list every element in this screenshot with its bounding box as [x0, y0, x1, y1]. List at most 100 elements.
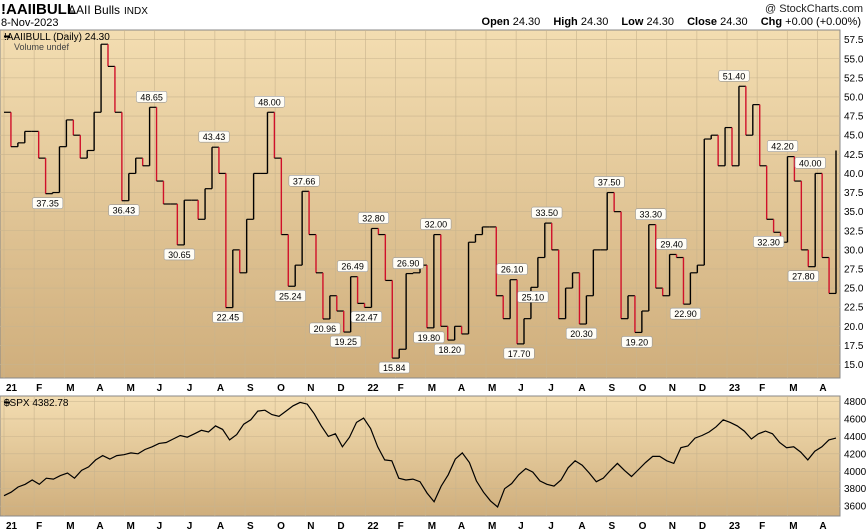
data-label-box: [517, 291, 549, 303]
close-value: 24.30: [720, 16, 748, 28]
data-label-box: [593, 176, 625, 188]
spx-legend: $SPX 4382.78: [4, 398, 69, 409]
volume-legend: Volume undef: [14, 42, 70, 52]
data-label: 32.80: [362, 213, 385, 223]
data-label: 42.20: [771, 142, 794, 152]
main-legend: !AAIIBULL (Daily) 24.30: [4, 32, 110, 43]
y-tick-label: 4000: [844, 467, 867, 478]
data-label-box: [753, 235, 785, 248]
data-label-box: [635, 208, 667, 220]
y-tick-label: 4800: [844, 397, 867, 408]
x-tick-label: N: [669, 521, 676, 531]
y-tick-label: 15.0: [844, 360, 864, 371]
x-tick-label: S: [247, 383, 254, 394]
data-label-box: [794, 157, 826, 169]
x-tick-label: N: [669, 383, 676, 394]
y-tick-label: 47.5: [844, 112, 864, 123]
data-label-box: [565, 327, 598, 340]
x-tick-label: O: [639, 383, 647, 394]
ticker-exchange: INDX: [124, 6, 148, 17]
y-tick-label: 17.5: [844, 341, 864, 352]
data-label-box: [531, 206, 563, 219]
spx-panel: [0, 395, 841, 517]
data-label-box: [392, 257, 424, 269]
close-label: Close: [687, 16, 718, 28]
x-tick-label: O: [277, 521, 285, 531]
ohlc-readout: Open 24.30 High 24.30 Low 24.30 Close 24…: [472, 16, 861, 28]
data-label-box: [337, 260, 369, 272]
data-label: 33.30: [640, 210, 663, 220]
data-label-box: [718, 69, 750, 82]
data-label: 26.10: [501, 265, 524, 275]
data-label: 20.96: [314, 324, 337, 334]
x-tick-label: 21: [6, 383, 18, 394]
x-tick-label: J: [518, 383, 524, 394]
data-label-box: [621, 336, 653, 348]
data-label-box: [253, 95, 286, 108]
data-label-box: [309, 322, 341, 335]
x-tick-label: 22: [368, 383, 380, 394]
data-label: 26.90: [397, 259, 420, 269]
main-panel: [0, 29, 841, 379]
x-tick-label: S: [247, 521, 254, 531]
data-label-box: [669, 307, 702, 320]
chart-header: !AAIIBULL AAII Bulls INDX @ StockCharts.c…: [0, 0, 867, 30]
data-label-box: [434, 343, 466, 356]
data-label: 37.66: [293, 176, 316, 186]
y-tick-label: 4200: [844, 449, 867, 460]
x-tick-label: A: [578, 383, 585, 394]
x-tick-label: A: [578, 521, 585, 531]
x-tick-label: A: [458, 383, 465, 394]
x-tick-label: D: [699, 383, 706, 394]
data-label: 22.45: [217, 313, 240, 323]
watermark: @ StockCharts.com: [765, 3, 863, 15]
x-tick-label: D: [337, 521, 344, 531]
y-tick-label: 50.0: [844, 92, 864, 103]
data-label: 19.80: [418, 333, 441, 343]
y-tick-label: 35.0: [844, 207, 864, 218]
data-label-box: [288, 175, 320, 187]
x-tick-label: O: [639, 521, 647, 531]
y-tick-label: 42.5: [844, 150, 864, 161]
y-tick-label: 3600: [844, 502, 867, 513]
x-tick-label: D: [699, 521, 706, 531]
y-tick-label: 3800: [844, 484, 867, 495]
y-tick-label: 20.0: [844, 322, 864, 333]
x-tick-label: M: [127, 521, 135, 531]
data-label: 36.43: [113, 206, 136, 216]
x-tick-label: O: [277, 383, 285, 394]
y-tick-label: 32.5: [844, 226, 864, 237]
x-tick-label: M: [428, 383, 436, 394]
data-label-box: [496, 263, 528, 275]
data-label: 19.20: [626, 337, 649, 347]
y-tick-label: 55.0: [844, 54, 864, 65]
y-tick-label: 37.5: [844, 188, 864, 199]
data-label: 15.84: [383, 363, 406, 373]
x-tick-label: M: [789, 383, 797, 394]
x-tick-label: F: [759, 521, 765, 531]
data-label: 22.90: [674, 309, 697, 319]
data-label-box: [766, 140, 799, 152]
high-value: 24.30: [580, 16, 609, 28]
x-tick-label: A: [96, 383, 103, 394]
x-tick-label: N: [307, 383, 314, 394]
x-tick-label: 23: [729, 521, 741, 531]
y-tick-label: 4600: [844, 414, 867, 425]
data-label-box: [108, 204, 140, 217]
x-tick-label: D: [337, 383, 344, 394]
data-label-box: [420, 218, 452, 230]
data-label-box: [413, 331, 445, 344]
data-label-box: [136, 90, 168, 103]
x-tick-label: A: [96, 521, 103, 531]
x-tick-label: 23: [729, 383, 741, 394]
data-label: 32.30: [757, 237, 780, 247]
x-tick-label: 21: [6, 521, 18, 531]
spx-line: [3, 401, 837, 509]
chg-value: +0.00 (+0.00%): [785, 16, 861, 28]
x-tick-label: S: [609, 383, 616, 394]
data-label-box: [274, 289, 306, 302]
y-tick-label: 57.5: [844, 35, 864, 46]
data-label: 48.65: [140, 92, 163, 102]
x-tick-label: J: [187, 383, 193, 394]
y-tick-label: 22.5: [844, 303, 864, 314]
